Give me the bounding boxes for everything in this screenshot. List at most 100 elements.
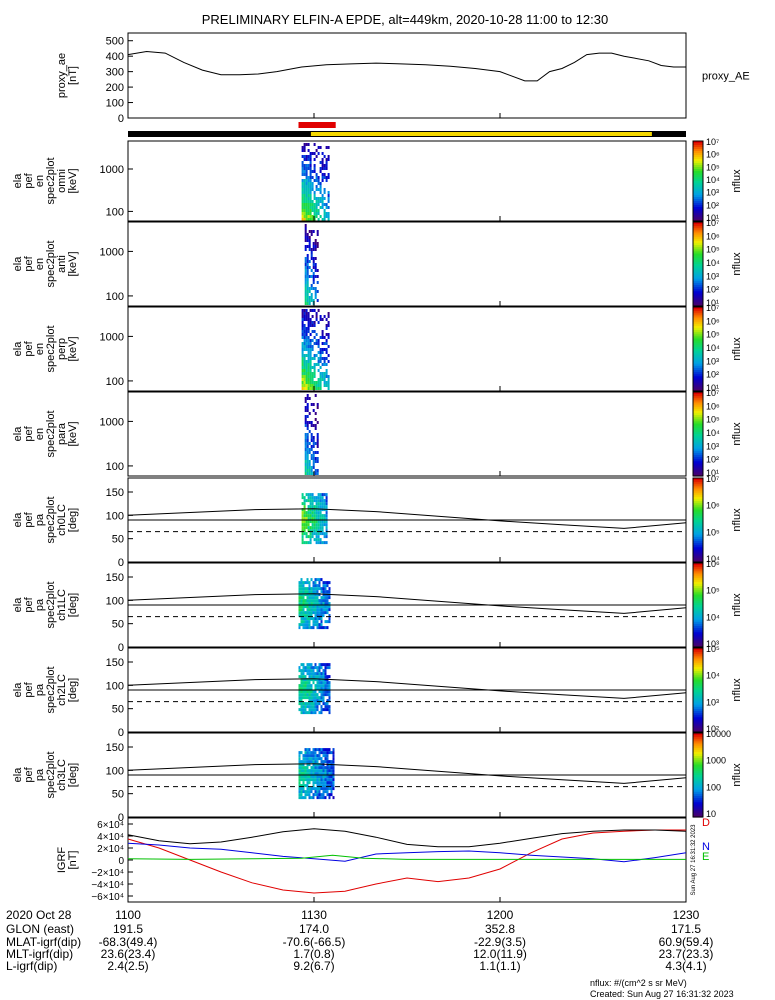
spectrogram-cell <box>302 760 305 764</box>
spectrogram-cell <box>322 690 325 694</box>
spectrogram-cell <box>318 663 321 667</box>
spectrogram-cell <box>311 209 314 212</box>
y-tick-label: 150 <box>106 487 124 499</box>
y-tick-label: 1000 <box>100 164 124 176</box>
spectrogram-cell <box>307 520 310 524</box>
spectrogram-cell <box>305 384 308 387</box>
spectrogram-cell <box>314 296 317 299</box>
spectrogram-cell <box>304 602 307 606</box>
spectrogram-cell <box>312 669 315 673</box>
spectrogram-cell <box>306 409 309 412</box>
spectrogram-cell <box>313 158 316 161</box>
spectrogram-cell <box>321 158 324 161</box>
y-tick-label: 0 <box>118 812 124 824</box>
spectrogram-cell <box>311 357 314 360</box>
spectrogram-cell <box>306 596 309 600</box>
spectrogram-cell <box>298 605 301 609</box>
spectrogram-cell <box>303 372 306 375</box>
ylabel-3: spec2plot <box>45 240 57 287</box>
colorbar-step <box>693 711 703 714</box>
colorbar-gradient <box>693 307 703 392</box>
spectrogram-cell <box>318 781 321 785</box>
spectrogram-cell <box>298 796 301 800</box>
spectrogram-cell <box>310 626 313 630</box>
spectrogram-cell <box>325 532 328 536</box>
x-row-value: 1.1(1.1) <box>479 959 520 973</box>
spectrogram-cell <box>311 188 314 191</box>
spectrogram-cell <box>311 375 314 378</box>
spectrogram-cell <box>316 678 319 682</box>
spectrogram-cell <box>310 257 313 260</box>
spectrogram-cell <box>301 360 304 363</box>
spectrogram-cell <box>322 626 325 630</box>
colorbar-step <box>693 553 703 557</box>
colorbar-step <box>693 804 703 808</box>
spectrogram-cell <box>312 760 315 764</box>
spectrogram-cell <box>301 173 304 176</box>
spectrogram-cell <box>302 675 305 679</box>
spectrogram-cell <box>300 590 303 594</box>
spectrogram-cell <box>307 381 310 384</box>
spectrogram-cell <box>308 760 311 764</box>
colorbar-step <box>693 478 703 481</box>
spectrogram-cell <box>301 345 304 348</box>
spectrogram-cell <box>313 191 316 194</box>
spectrogram-cell <box>324 760 327 764</box>
spectrogram-cell <box>325 363 328 366</box>
colorbar-tick-label: 10¹ <box>706 213 719 223</box>
spectrogram-cell <box>309 499 312 503</box>
spectrogram-cell <box>328 693 331 697</box>
spectrogram-cell <box>304 421 307 424</box>
spectrogram-cell <box>307 321 310 324</box>
spectrogram-cell <box>323 203 326 206</box>
spectrogram-cell <box>316 439 319 442</box>
spectrogram-cell <box>322 596 325 600</box>
spectrogram-cell <box>298 611 301 615</box>
ylabel-1: pef <box>23 511 35 527</box>
spectrogram-cell <box>316 708 319 712</box>
colorbar-tick-label: 10³ <box>706 697 719 707</box>
colorbar-label: nflux <box>731 678 743 702</box>
spectrogram-cell <box>300 751 303 755</box>
spectrogram-cell <box>310 275 313 278</box>
colorbar-step <box>693 526 703 529</box>
spectrogram-cell <box>312 590 315 594</box>
spectrogram-cell <box>310 666 313 670</box>
spectrogram-cell <box>332 769 335 773</box>
spectrogram-cell <box>306 626 309 630</box>
spectrogram-cell <box>321 532 324 536</box>
spectrogram-cell <box>300 599 303 603</box>
colorbar-tick-label: 10¹ <box>706 383 719 393</box>
colorbar-step <box>693 549 703 553</box>
colorbar-step <box>693 400 703 404</box>
spectrogram-cell <box>318 623 321 627</box>
spectrogram-cell <box>305 206 308 209</box>
spectrogram-cell <box>330 772 333 776</box>
spectrogram-cell <box>315 197 318 200</box>
legend-e: E <box>702 851 709 863</box>
spectrogram-cell <box>305 212 308 215</box>
spectrogram-cell <box>308 599 311 603</box>
spectrogram-cell <box>318 681 321 685</box>
colorbar-step <box>693 191 703 194</box>
spectrogram-cell <box>323 381 326 384</box>
spectrogram-cell <box>305 532 308 536</box>
x-row-label: MLT-igrf(dip) <box>6 947 73 961</box>
spectrogram-cell <box>315 203 318 206</box>
colorbar-step <box>693 149 703 152</box>
spectrogram-cell <box>318 766 321 770</box>
spectrogram-cell <box>304 406 307 409</box>
ylabel-2: pa <box>34 513 46 526</box>
spectrogram-cell <box>308 608 311 612</box>
spectrogram-cell <box>314 442 317 445</box>
spectrogram-cell <box>301 529 304 533</box>
spectrogram-cell <box>326 757 329 761</box>
spectrogram-cell <box>312 439 315 442</box>
spectrogram-cell <box>314 790 317 794</box>
spectrogram-cell <box>303 384 306 387</box>
spectrogram-cell <box>315 384 318 387</box>
spectrogram-cell <box>303 508 306 512</box>
y-tick-label: 1000 <box>100 331 124 343</box>
spectrogram-cell <box>311 182 314 185</box>
